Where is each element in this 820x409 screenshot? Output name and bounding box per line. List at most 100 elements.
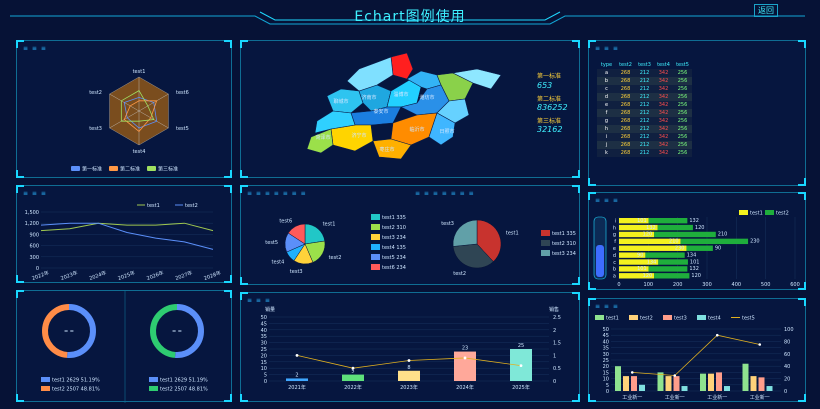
data-label: 5: [351, 369, 354, 375]
city-label: 泰安市: [373, 108, 388, 115]
table-cell: 268: [620, 150, 631, 156]
table-row[interactable]: k 268 212 342 256: [597, 149, 692, 157]
legend-swatch: [371, 254, 380, 260]
legend-swatch: [541, 240, 550, 246]
radar-indicator-label: test4: [133, 149, 146, 155]
gauge-fill: [596, 245, 604, 277]
legend-label: test2: [185, 203, 198, 209]
map-region: [390, 52, 414, 80]
legend-swatch: [371, 244, 380, 250]
y-tick-label-right: 0.5: [553, 366, 561, 372]
y-tick-label: 300: [29, 255, 39, 261]
legend-label: test5: [742, 316, 755, 322]
groupbar-panel: ≡ ≡ ≡ test1 test2 test3 test4 test5 50 45 40 35 3…: [588, 298, 806, 402]
table-row[interactable]: i 268 212 342 256: [597, 133, 692, 141]
bar: [724, 386, 730, 391]
table-row[interactable]: e 268 212 342 256: [597, 101, 692, 109]
bar: [750, 376, 757, 391]
table-row[interactable]: c 268 212 342 256: [597, 85, 692, 93]
legend-label: test3: [674, 316, 687, 322]
y-tick-label: g: [613, 232, 616, 238]
table-cell: 212: [639, 118, 650, 124]
legend-swatch: [147, 166, 156, 171]
legend-swatch: [541, 250, 550, 256]
map-region: [372, 138, 412, 160]
pie-slice-label: test5: [265, 240, 278, 246]
x-tick-label: 工业新一: [707, 394, 727, 401]
bar: [631, 376, 637, 391]
table-cell: 268: [620, 94, 631, 100]
data-label: 210: [669, 239, 679, 245]
bar: [619, 266, 649, 272]
table-cell: j: [605, 142, 608, 148]
table-row[interactable]: g 268 212 342 256: [597, 117, 692, 125]
back-button[interactable]: 返回: [754, 4, 778, 17]
table-cell: 342: [658, 102, 669, 108]
donut-segment: [66, 304, 96, 358]
table-row[interactable]: a 268 212 342 256: [597, 69, 692, 77]
series-line: [40, 222, 214, 250]
table-cell: 256: [677, 150, 688, 156]
bar: [758, 377, 765, 391]
bar: [657, 224, 693, 231]
y-tick-label: d: [613, 253, 616, 259]
x-tick-label: 500: [761, 282, 771, 288]
table-cell: 256: [677, 118, 688, 124]
pie-slice-label: test4: [272, 259, 285, 265]
line-point: [758, 343, 762, 346]
bar: [623, 376, 629, 391]
bar: [398, 370, 420, 381]
legend-label: test1 2629 51.19%: [160, 378, 208, 384]
table-row[interactable]: d 268 212 342 256: [597, 93, 692, 101]
table-cell: 342: [658, 110, 669, 116]
legend-label: test1 335: [552, 231, 576, 237]
stat-label-1: 第一标准: [537, 73, 562, 80]
data-label: 230: [675, 246, 685, 252]
city-label: 济南市: [361, 94, 376, 101]
y-tick-label: 10: [603, 377, 609, 383]
panel-title: ≡ ≡ ≡: [23, 190, 47, 197]
table-cell: 268: [620, 126, 631, 132]
table-cell: f: [605, 110, 608, 116]
pie-slice-label: test2: [453, 271, 466, 277]
table-cell: 256: [677, 142, 688, 148]
pie-slice-label: test3: [441, 221, 454, 227]
table-row[interactable]: b 268 212 342 256: [597, 77, 692, 85]
table-cell: 212: [639, 110, 650, 116]
data-label: 120: [643, 273, 653, 279]
bar: [619, 245, 687, 251]
donut-segment: [150, 304, 178, 358]
legend-label: test1: [606, 316, 619, 322]
table-cell: 342: [658, 134, 669, 140]
panel-title: ≡ ≡ ≡: [595, 197, 619, 204]
stat-value-3: 32162: [537, 125, 563, 134]
x-tick-label: 2021年: [288, 384, 306, 391]
line-point: [715, 333, 719, 337]
data-label: 210: [718, 232, 728, 238]
x-tick-label: 2026年: [146, 269, 165, 282]
legend-label: test1 335: [382, 215, 406, 221]
city-label: 淄博市: [393, 91, 408, 98]
table-cell: 212: [639, 102, 650, 108]
table-row[interactable]: j 268 212 342 256: [597, 141, 692, 149]
data-label: 134: [647, 259, 657, 265]
table-cell: 256: [677, 102, 688, 108]
legend-swatch: [371, 264, 380, 270]
y-tick-label-right: 2: [553, 328, 556, 334]
bar: [619, 252, 646, 258]
bar: [619, 218, 649, 224]
table-row[interactable]: f 268 212 342 256: [597, 109, 692, 117]
y-tick-label: 40: [261, 328, 267, 334]
x-tick-label: 600: [790, 282, 800, 288]
table-cell: 268: [620, 118, 631, 124]
city-label: 菏泽市: [315, 134, 330, 141]
table-row[interactable]: h 268 212 342 256: [597, 125, 692, 133]
bar: [615, 366, 621, 391]
x-tick-label: 工业新一: [622, 394, 642, 401]
page-title: Echart图例使用: [354, 9, 466, 25]
table-cell: 212: [639, 150, 650, 156]
legend-swatch: [629, 315, 638, 320]
line-point: [673, 374, 677, 377]
table-header-cell: type: [600, 62, 613, 68]
